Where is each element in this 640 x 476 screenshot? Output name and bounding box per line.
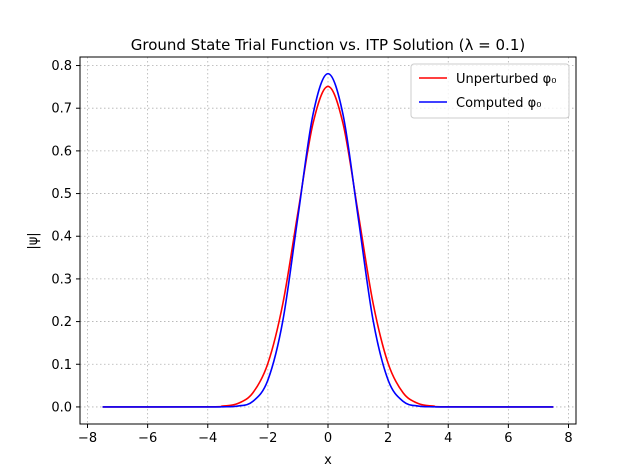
y-tick-label: 0.1 xyxy=(51,358,72,373)
x-tick-label: 6 xyxy=(504,431,512,446)
y-axis-label: |ψ| xyxy=(26,232,41,249)
legend: Unperturbed φ₀ Computed φ₀ xyxy=(410,63,570,119)
series-lines xyxy=(102,72,554,408)
y-tick-label: 0.2 xyxy=(51,315,72,330)
y-tick-label: 0.7 xyxy=(51,102,72,117)
y-tick-label: 0.8 xyxy=(51,59,72,74)
y-tick-label: 0.3 xyxy=(51,272,72,287)
x-tick-label: −2 xyxy=(258,431,277,446)
series-line-computed xyxy=(102,72,554,408)
y-tick-label: 0.0 xyxy=(51,400,72,415)
x-axis-label: x xyxy=(324,453,332,468)
y-tick-label: 0.5 xyxy=(51,187,72,202)
legend-label: Unperturbed φ₀ xyxy=(456,72,556,87)
x-tick-label: 4 xyxy=(444,431,452,446)
legend-box xyxy=(410,63,570,119)
axis-ticks: −8 −6 −4 −2 0 2 4 6 8 0.0 0.1 0.2 0.3 0.4 0.5 0.6 0.7 0.8 xyxy=(51,59,572,446)
x-tick-label: −4 xyxy=(198,431,217,446)
y-tick-label: 0.6 xyxy=(51,144,72,159)
x-tick-label: −6 xyxy=(138,431,157,446)
legend-label: Computed φ₀ xyxy=(456,96,541,111)
series-line-unperturbed xyxy=(102,85,554,408)
x-tick-label: 8 xyxy=(564,431,572,446)
x-tick-label: 0 xyxy=(324,431,332,446)
y-tick-label: 0.4 xyxy=(51,230,72,245)
chart-title: Ground State Trial Function vs. ITP Solu… xyxy=(131,36,525,54)
x-tick-label: −8 xyxy=(78,431,97,446)
x-tick-label: 2 xyxy=(384,431,392,446)
